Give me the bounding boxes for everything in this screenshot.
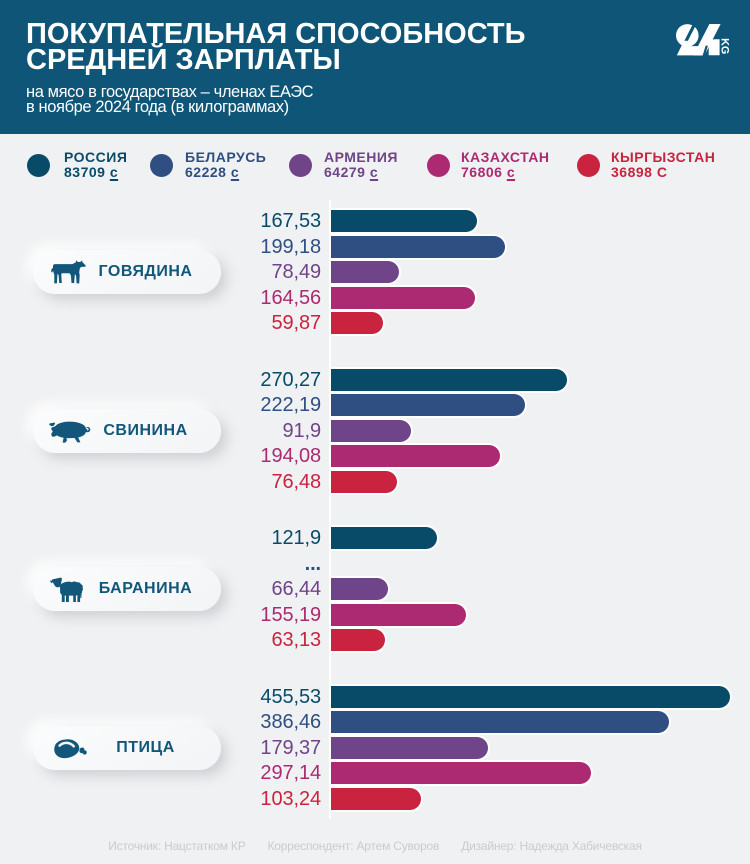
svg-text:KG: KG bbox=[718, 38, 730, 54]
